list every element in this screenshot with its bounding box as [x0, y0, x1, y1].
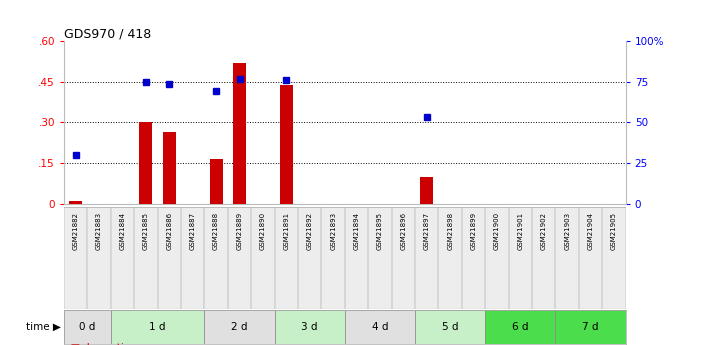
Bar [251, 207, 274, 309]
Text: 5 d: 5 d [442, 322, 459, 332]
Bar [345, 207, 368, 309]
Bar [368, 207, 392, 309]
Bar [532, 207, 555, 309]
Text: GSM21898: GSM21898 [447, 212, 453, 250]
Bar [205, 310, 274, 344]
Bar [555, 207, 579, 309]
Bar [111, 207, 134, 309]
Bar [111, 310, 205, 344]
Text: GSM21882: GSM21882 [73, 212, 79, 250]
Text: GSM21895: GSM21895 [377, 212, 383, 250]
Text: 3 d: 3 d [301, 322, 318, 332]
Text: 7 d: 7 d [582, 322, 599, 332]
Bar [392, 207, 415, 309]
Text: GSM21887: GSM21887 [190, 212, 196, 250]
Text: GSM21897: GSM21897 [424, 212, 429, 250]
Bar [462, 207, 485, 309]
Text: GSM21904: GSM21904 [587, 212, 594, 250]
Text: GSM21902: GSM21902 [541, 212, 547, 250]
Text: GSM21888: GSM21888 [213, 212, 219, 250]
Bar [321, 207, 345, 309]
Bar [298, 207, 321, 309]
Bar [555, 310, 626, 344]
Text: time ▶: time ▶ [26, 322, 60, 332]
Text: GSM21883: GSM21883 [96, 212, 102, 250]
Bar [439, 207, 462, 309]
Text: GSM21890: GSM21890 [260, 212, 266, 250]
Text: GSM21900: GSM21900 [494, 212, 500, 250]
Text: GSM21886: GSM21886 [166, 212, 172, 250]
Text: 6 d: 6 d [512, 322, 528, 332]
Text: 4 d: 4 d [372, 322, 388, 332]
Bar [415, 207, 439, 309]
Bar [163, 132, 176, 204]
Text: GSM21889: GSM21889 [237, 212, 242, 250]
Bar [205, 207, 228, 309]
Bar [602, 207, 626, 309]
Bar [415, 310, 485, 344]
Text: GSM21894: GSM21894 [353, 212, 360, 250]
Bar [64, 207, 87, 309]
Bar [233, 63, 246, 204]
Bar [420, 177, 433, 204]
Bar [274, 310, 345, 344]
Text: GDS970 / 418: GDS970 / 418 [64, 27, 151, 40]
Bar [508, 207, 532, 309]
Bar [280, 85, 293, 204]
Bar [210, 159, 223, 204]
Bar [345, 310, 415, 344]
Bar [485, 207, 508, 309]
Text: GSM21891: GSM21891 [283, 212, 289, 250]
Text: GSM21899: GSM21899 [471, 212, 476, 250]
Bar [228, 207, 251, 309]
Bar [134, 207, 158, 309]
Bar [579, 207, 602, 309]
Text: GSM21896: GSM21896 [400, 212, 407, 250]
Text: GSM21903: GSM21903 [564, 212, 570, 250]
Text: GSM21884: GSM21884 [119, 212, 126, 250]
Text: GSM21892: GSM21892 [306, 212, 313, 250]
Bar [274, 207, 298, 309]
Text: 2 d: 2 d [231, 322, 247, 332]
Text: ■  log ratio: ■ log ratio [64, 344, 130, 345]
Text: GSM21901: GSM21901 [518, 212, 523, 250]
Bar [181, 207, 205, 309]
Bar [64, 310, 111, 344]
Bar [139, 122, 152, 204]
Bar [69, 201, 82, 204]
Bar [485, 310, 555, 344]
Text: 1 d: 1 d [149, 322, 166, 332]
Text: 0 d: 0 d [79, 322, 95, 332]
Text: GSM21905: GSM21905 [611, 212, 617, 250]
Text: GSM21885: GSM21885 [143, 212, 149, 250]
Bar [158, 207, 181, 309]
Bar [87, 207, 111, 309]
Text: GSM21893: GSM21893 [330, 212, 336, 250]
